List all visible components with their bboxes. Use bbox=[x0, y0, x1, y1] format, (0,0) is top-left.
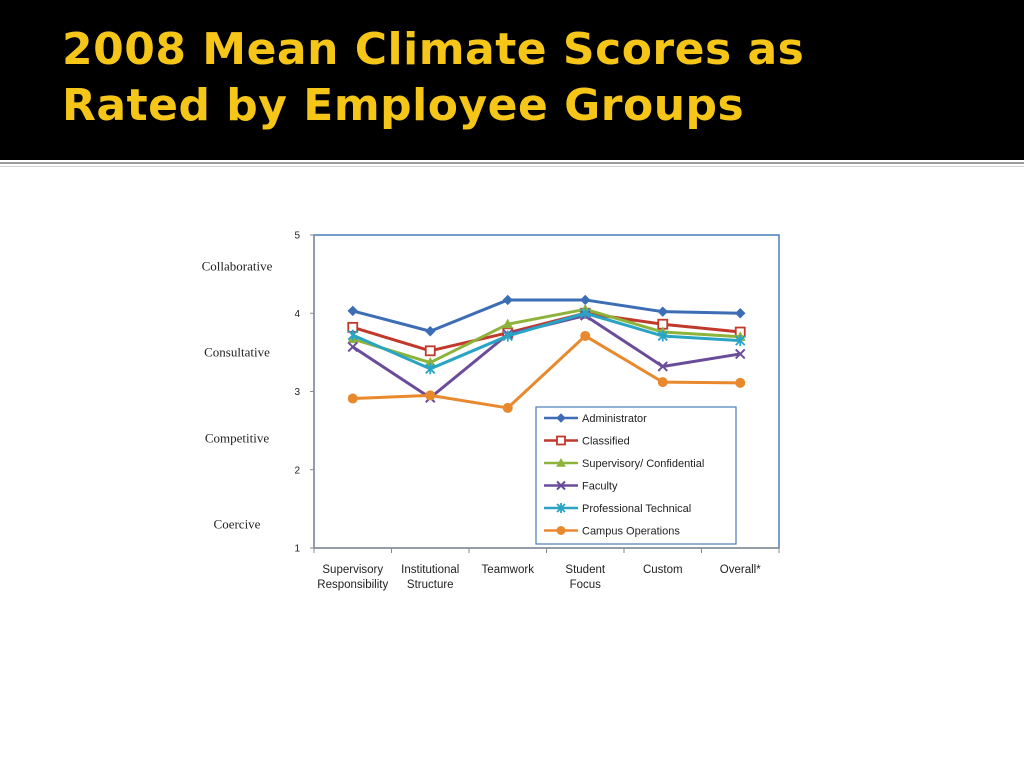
y-tick-label: 4 bbox=[294, 309, 300, 320]
data-point-campus-operations bbox=[502, 402, 513, 413]
data-point-classified bbox=[424, 345, 436, 357]
title-divider-thin bbox=[0, 166, 1024, 167]
slide-title-line-1: 2008 Mean Climate Scores as bbox=[62, 24, 805, 75]
data-point-administrator bbox=[657, 306, 668, 317]
data-point-administrator bbox=[425, 326, 436, 337]
data-point-supervisory-confidential bbox=[502, 318, 514, 329]
data-point-administrator bbox=[347, 305, 358, 317]
legend-marker-classified bbox=[556, 435, 566, 446]
data-point-professional-technical bbox=[735, 335, 746, 347]
x-tick-label: Institutional Structure bbox=[401, 564, 459, 591]
data-point-professional-technical bbox=[657, 330, 668, 342]
legend-marker-campus-operations bbox=[556, 526, 566, 535]
data-point-campus-operations bbox=[657, 377, 668, 388]
legend-label-supervisory-confidential: Supervisory/ Confidential bbox=[582, 458, 704, 470]
slide-title: 2008 Mean Climate Scores as Rated by Emp… bbox=[62, 22, 1002, 134]
x-tick-label: Student Focus bbox=[565, 564, 605, 591]
y-tick-label: 5 bbox=[294, 231, 300, 242]
y-tick-label: 1 bbox=[294, 544, 300, 555]
data-point-administrator bbox=[735, 308, 746, 319]
x-tick-label: Custom bbox=[643, 564, 683, 576]
data-point-professional-technical bbox=[425, 363, 436, 375]
climate-line-chart: 1 2 3 4 5 Collaborative Consultative Competitiv… bbox=[202, 231, 780, 591]
series-line-campus-operations bbox=[352, 334, 741, 410]
y-tick-label: 2 bbox=[294, 465, 300, 476]
legend-marker-supervisory-confidential bbox=[556, 457, 566, 467]
data-point-faculty bbox=[657, 361, 668, 372]
data-point-campus-operations bbox=[347, 393, 358, 404]
legend-label-campus-operations: Campus Operations bbox=[582, 526, 680, 538]
legend-label-classified: Classified bbox=[582, 436, 630, 448]
y-category-label: Consultative bbox=[204, 344, 270, 359]
x-tick-label: Supervisory Responsibility bbox=[317, 564, 388, 591]
data-point-campus-operations bbox=[580, 330, 591, 341]
series-line-administrator bbox=[352, 298, 741, 333]
series-line-professional-technical bbox=[352, 311, 741, 371]
data-point-professional-technical bbox=[580, 307, 591, 319]
x-tick-label: Overall* bbox=[720, 564, 761, 576]
title-bar: 2008 Mean Climate Scores as Rated by Emp… bbox=[0, 0, 1024, 160]
legend-marker-administrator bbox=[556, 413, 566, 423]
data-point-faculty bbox=[347, 341, 358, 353]
chart-container: 1 2 3 4 5 Collaborative Consultative Competitiv… bbox=[180, 215, 800, 615]
legend-box bbox=[535, 406, 737, 545]
y-tick-label: 3 bbox=[294, 387, 300, 398]
legend-label-professional-technical: Professional Technical bbox=[582, 503, 691, 515]
y-category-label: Competitive bbox=[205, 430, 270, 445]
data-point-professional-technical bbox=[347, 329, 358, 341]
y-category-label: Coercive bbox=[214, 517, 261, 532]
data-point-administrator bbox=[502, 294, 513, 306]
series-line-classified bbox=[352, 311, 741, 353]
data-point-professional-technical bbox=[502, 330, 513, 342]
x-tick-label: Teamwork bbox=[482, 564, 535, 576]
data-point-campus-operations bbox=[425, 390, 436, 401]
data-point-faculty bbox=[735, 348, 746, 360]
slide-title-line-2: Rated by Employee Groups bbox=[62, 80, 745, 131]
y-category-label: Collaborative bbox=[202, 258, 273, 273]
title-divider bbox=[0, 162, 1024, 164]
legend-label-faculty: Faculty bbox=[582, 481, 618, 493]
data-point-campus-operations bbox=[735, 377, 746, 388]
legend-marker-professional-technical bbox=[556, 503, 566, 513]
legend-label-administrator: Administrator bbox=[582, 413, 647, 425]
legend-marker-faculty bbox=[556, 480, 566, 491]
series-line-supervisory-confidential bbox=[352, 307, 741, 365]
